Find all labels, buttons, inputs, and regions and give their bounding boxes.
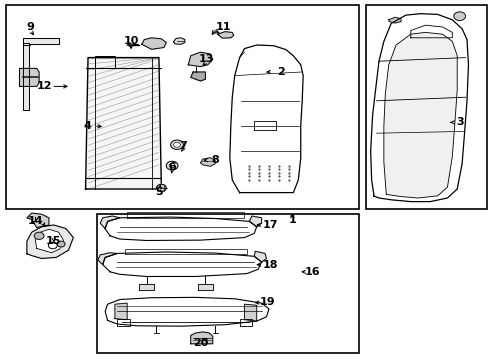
Text: 10: 10 [123,36,139,46]
Circle shape [166,161,178,170]
Circle shape [34,232,44,239]
Polygon shape [85,58,161,189]
Polygon shape [139,284,154,290]
Text: 18: 18 [263,260,278,270]
Bar [97,214,359,353]
Polygon shape [244,304,256,321]
Text: 12: 12 [36,81,52,91]
Circle shape [170,140,183,149]
Polygon shape [229,45,303,193]
Polygon shape [105,297,268,326]
Polygon shape [188,52,212,67]
Text: 11: 11 [215,22,230,32]
Text: 19: 19 [260,297,275,307]
Text: 13: 13 [198,54,214,64]
Polygon shape [190,332,212,344]
Polygon shape [23,43,29,110]
Text: 5: 5 [155,186,163,197]
Polygon shape [100,216,120,229]
Circle shape [453,12,465,21]
Text: 2: 2 [276,67,284,77]
Circle shape [173,142,180,147]
Polygon shape [254,251,266,262]
Polygon shape [102,252,261,276]
Polygon shape [98,253,117,265]
Polygon shape [200,158,215,166]
Polygon shape [388,17,400,23]
Circle shape [48,242,57,249]
Polygon shape [142,38,166,49]
Text: 4: 4 [83,121,91,131]
Polygon shape [383,32,456,198]
Polygon shape [35,229,63,253]
Text: 17: 17 [263,220,278,230]
Polygon shape [27,225,73,258]
Bar [365,5,486,209]
Polygon shape [23,38,59,45]
Polygon shape [217,32,233,38]
Polygon shape [27,213,49,228]
Text: 3: 3 [455,117,463,127]
Bar [6,5,359,209]
Polygon shape [127,44,138,46]
Circle shape [57,241,65,247]
Circle shape [169,163,175,168]
Polygon shape [115,303,127,320]
Text: 1: 1 [288,215,296,225]
Text: 16: 16 [305,267,320,277]
Polygon shape [249,216,261,227]
Polygon shape [198,284,212,290]
Text: 14: 14 [27,216,43,226]
Polygon shape [173,38,184,44]
Text: 6: 6 [168,162,176,172]
Polygon shape [20,68,39,86]
Circle shape [156,184,166,192]
Text: 20: 20 [192,338,208,348]
Text: 7: 7 [179,141,187,151]
Text: 15: 15 [46,236,61,246]
Text: 8: 8 [211,155,219,165]
Polygon shape [105,217,256,240]
Polygon shape [190,72,205,81]
Text: 9: 9 [26,22,34,32]
Polygon shape [370,14,468,202]
